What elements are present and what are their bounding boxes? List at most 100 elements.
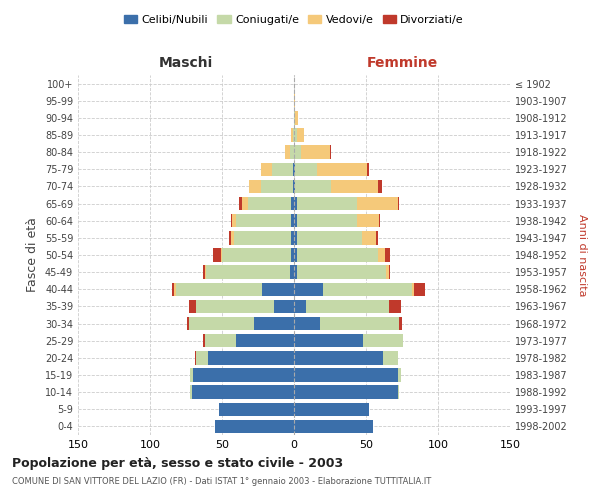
Bar [232,214,236,228]
Legend: Celibi/Nubili, Coniugati/e, Vedovi/e, Divorziati/e: Celibi/Nubili, Coniugati/e, Vedovi/e, Di… [119,10,469,29]
Bar [377,180,382,193]
Bar [236,214,291,228]
Bar [320,317,399,330]
Bar [294,351,383,364]
Bar [297,248,377,262]
Bar [190,368,193,382]
Bar [219,402,294,416]
Bar [331,180,377,193]
Text: COMUNE DI SAN VITTORE DEL LAZIO (FR) - Dati ISTAT 1° gennaio 2003 - Elaborazione: COMUNE DI SAN VITTORE DEL LAZIO (FR) - D… [12,478,431,486]
Bar [293,128,294,141]
Bar [294,402,369,416]
Bar [293,180,294,193]
Bar [297,214,358,228]
Bar [294,162,295,176]
Bar [230,214,232,228]
Bar [262,282,294,296]
Bar [363,334,403,347]
Bar [194,351,196,364]
Bar [294,231,297,244]
Bar [317,162,367,176]
Bar [176,282,262,296]
Bar [172,282,175,296]
Bar [412,282,413,296]
Bar [192,386,294,399]
Bar [383,351,398,364]
Bar [399,317,402,330]
Bar [398,197,399,210]
Bar [190,386,192,399]
Bar [290,146,294,159]
Bar [230,231,233,244]
Bar [196,300,274,313]
Bar [291,214,294,228]
Bar [295,111,298,124]
Bar [362,231,376,244]
Bar [386,266,389,279]
Y-axis label: Fasce di età: Fasce di età [26,218,39,292]
Bar [377,248,385,262]
Bar [398,386,399,399]
Bar [236,334,294,347]
Bar [294,300,305,313]
Bar [294,282,323,296]
Bar [398,368,401,382]
Bar [291,231,294,244]
Bar [229,231,230,244]
Bar [286,146,290,159]
Text: Femmine: Femmine [367,56,437,70]
Bar [189,317,254,330]
Bar [295,162,317,176]
Bar [189,300,196,313]
Bar [385,248,391,262]
Bar [205,334,236,347]
Bar [206,266,290,279]
Bar [215,420,294,433]
Bar [242,197,248,210]
Bar [294,386,398,399]
Bar [205,266,206,279]
Bar [291,197,294,210]
Bar [297,128,304,141]
Bar [376,231,377,244]
Bar [261,162,272,176]
Bar [248,197,291,210]
Bar [221,248,222,262]
Bar [305,300,389,313]
Bar [233,231,291,244]
Bar [239,197,242,210]
Bar [250,180,261,193]
Bar [294,180,295,193]
Bar [323,282,412,296]
Bar [413,282,425,296]
Bar [389,300,401,313]
Text: Maschi: Maschi [159,56,213,70]
Bar [297,231,362,244]
Bar [379,214,380,228]
Bar [203,334,205,347]
Bar [291,248,294,262]
Bar [175,282,176,296]
Bar [291,128,293,141]
Bar [294,94,295,108]
Bar [274,300,294,313]
Bar [294,266,297,279]
Text: Popolazione per età, sesso e stato civile - 2003: Popolazione per età, sesso e stato civil… [12,458,343,470]
Bar [294,248,297,262]
Y-axis label: Anni di nascita: Anni di nascita [577,214,587,296]
Bar [294,420,373,433]
Bar [297,266,386,279]
Bar [222,248,291,262]
Bar [272,162,293,176]
Bar [293,162,294,176]
Bar [294,111,295,124]
Bar [297,197,358,210]
Bar [367,162,369,176]
Bar [294,317,320,330]
Bar [294,334,363,347]
Bar [193,368,294,382]
Bar [254,317,294,330]
Bar [187,317,189,330]
Bar [294,214,297,228]
Bar [330,146,331,159]
